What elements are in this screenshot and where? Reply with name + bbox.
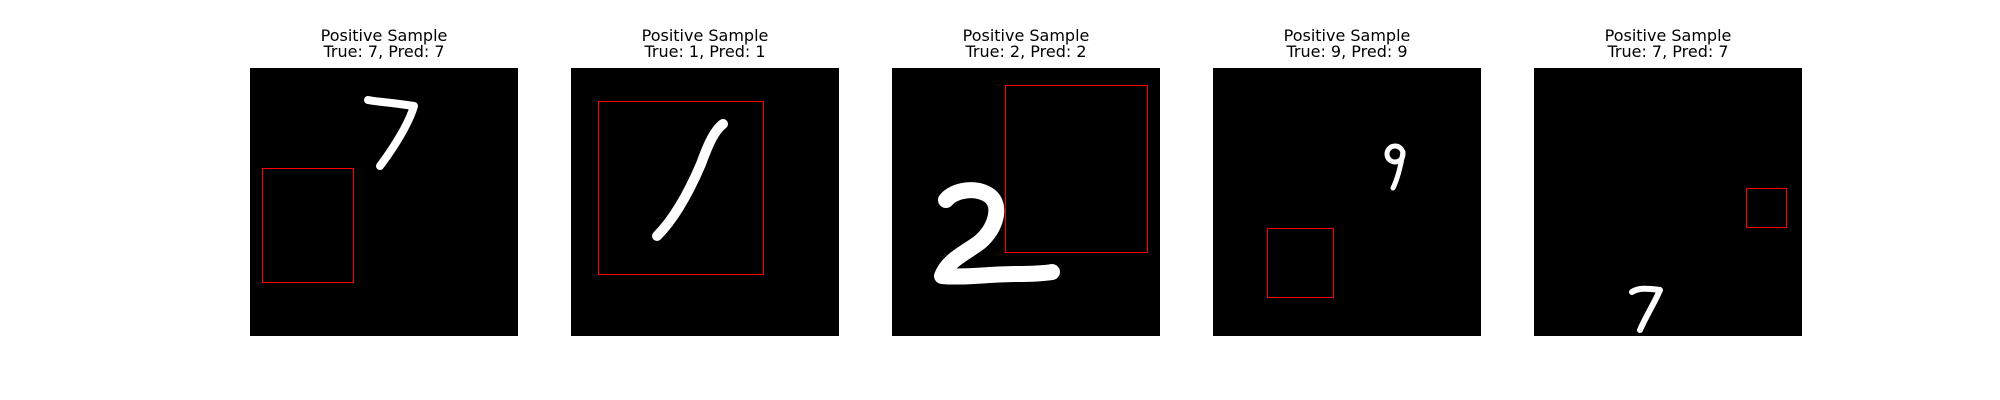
digit-image bbox=[1534, 68, 1802, 336]
bounding-box bbox=[1267, 228, 1334, 298]
panel-title: Positive Sample True: 9, Pred: 9 bbox=[1213, 28, 1481, 60]
sample-panel-5: Positive Sample True: 7, Pred: 7 bbox=[1534, 28, 1802, 60]
panel-title: Positive Sample True: 7, Pred: 7 bbox=[1534, 28, 1802, 60]
panel-title: Positive Sample True: 1, Pred: 1 bbox=[571, 28, 839, 60]
digit-image bbox=[1213, 68, 1481, 336]
bounding-box bbox=[1746, 188, 1787, 228]
sample-panel-4: Positive Sample True: 9, Pred: 9 bbox=[1213, 28, 1481, 60]
panel-title-line-2: True: 2, Pred: 2 bbox=[892, 44, 1160, 60]
panel-title-line-2: True: 7, Pred: 7 bbox=[250, 44, 518, 60]
sample-panel-3: Positive Sample True: 2, Pred: 2 bbox=[892, 28, 1160, 60]
digit-9-image bbox=[1213, 68, 1481, 336]
bounding-box bbox=[1005, 85, 1148, 253]
panel-title: Positive Sample True: 7, Pred: 7 bbox=[250, 28, 518, 60]
panel-title-line-2: True: 7, Pred: 7 bbox=[1534, 44, 1802, 60]
digit-image bbox=[571, 68, 839, 336]
bounding-box bbox=[262, 168, 354, 283]
sample-panel-2: Positive Sample True: 1, Pred: 1 bbox=[571, 28, 839, 60]
panel-title-line-2: True: 9, Pred: 9 bbox=[1213, 44, 1481, 60]
panel-title-line-2: True: 1, Pred: 1 bbox=[571, 44, 839, 60]
digit-image bbox=[892, 68, 1160, 336]
bounding-box bbox=[598, 101, 764, 275]
sample-panel-1: Positive Sample True: 7, Pred: 7 bbox=[250, 28, 518, 60]
digit-image bbox=[250, 68, 518, 336]
panel-title: Positive Sample True: 2, Pred: 2 bbox=[892, 28, 1160, 60]
